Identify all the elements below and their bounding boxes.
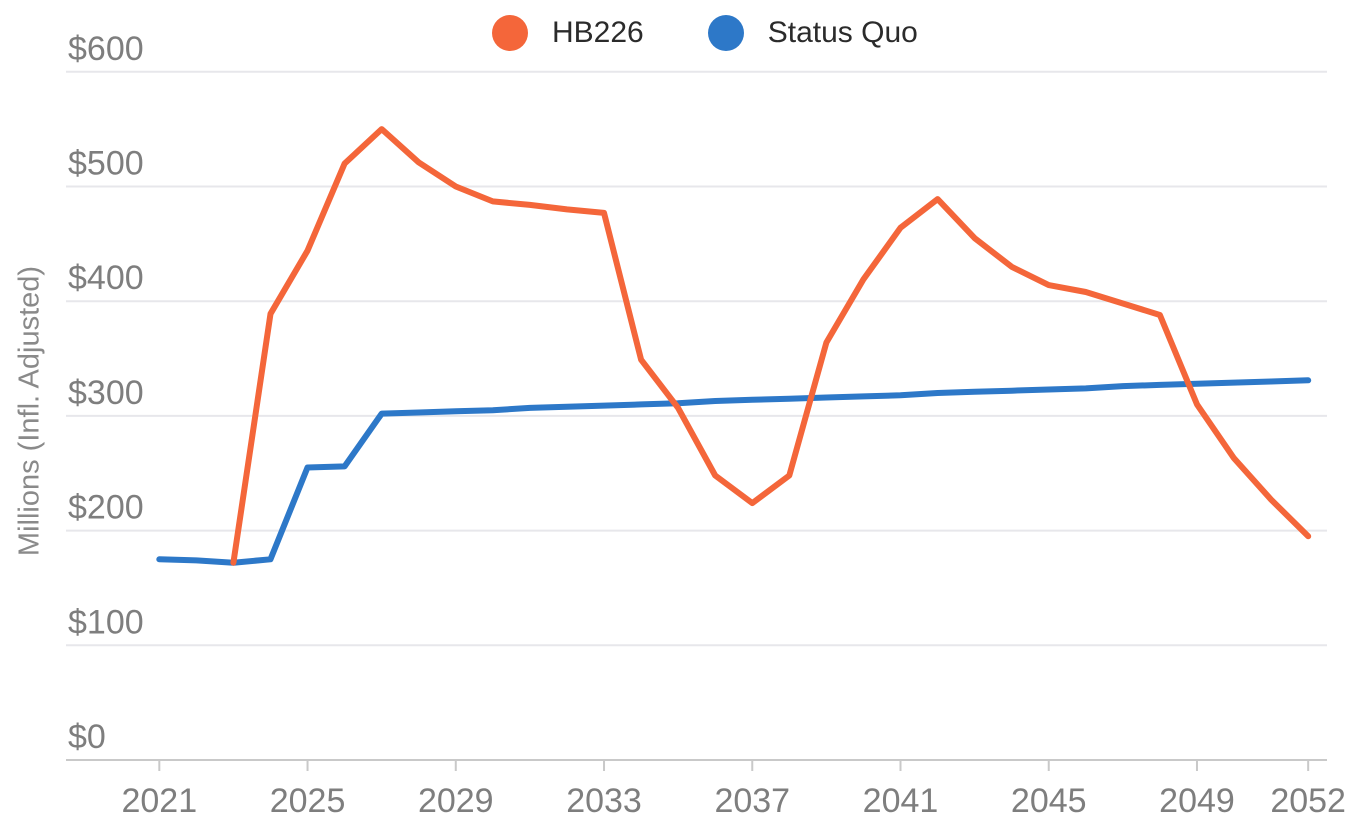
x-tick-label: 2037: [714, 782, 790, 820]
legend: HB226 Status Quo: [492, 15, 918, 51]
legend-label-hb226: HB226: [552, 16, 644, 49]
x-tick-label: 2049: [1159, 782, 1235, 820]
legend-swatch-status-quo-icon: [707, 15, 744, 51]
legend-item-status-quo[interactable]: Status Quo: [707, 15, 918, 51]
y-axis-title: Millions (Infl. Adjusted): [13, 265, 46, 557]
x-tick-label: 2045: [1011, 782, 1087, 820]
legend-item-hb226[interactable]: HB226: [492, 15, 644, 51]
legend-swatch-hb226-icon: [492, 15, 528, 51]
x-tick-label: 2041: [863, 782, 939, 820]
x-tick-label: 2033: [566, 782, 642, 820]
y-tick-label: $500: [68, 145, 144, 183]
legend-label-status-quo: Status Quo: [767, 16, 918, 49]
y-tick-label: $600: [68, 30, 144, 68]
y-tick-label: $300: [68, 374, 144, 412]
y-tick-label: $0: [68, 718, 106, 756]
series-line-hb226: [230, 126, 1312, 566]
series-line-status-quo: [156, 377, 1312, 566]
x-tick-label: 2021: [121, 782, 197, 820]
x-tick-label: 2052: [1270, 782, 1346, 820]
y-tick-label: $200: [68, 489, 144, 527]
y-tick-label: $400: [68, 259, 144, 297]
x-tick-label: 2025: [270, 782, 346, 820]
y-tick-label: $100: [68, 603, 144, 641]
x-tick-label: 2029: [418, 782, 494, 820]
